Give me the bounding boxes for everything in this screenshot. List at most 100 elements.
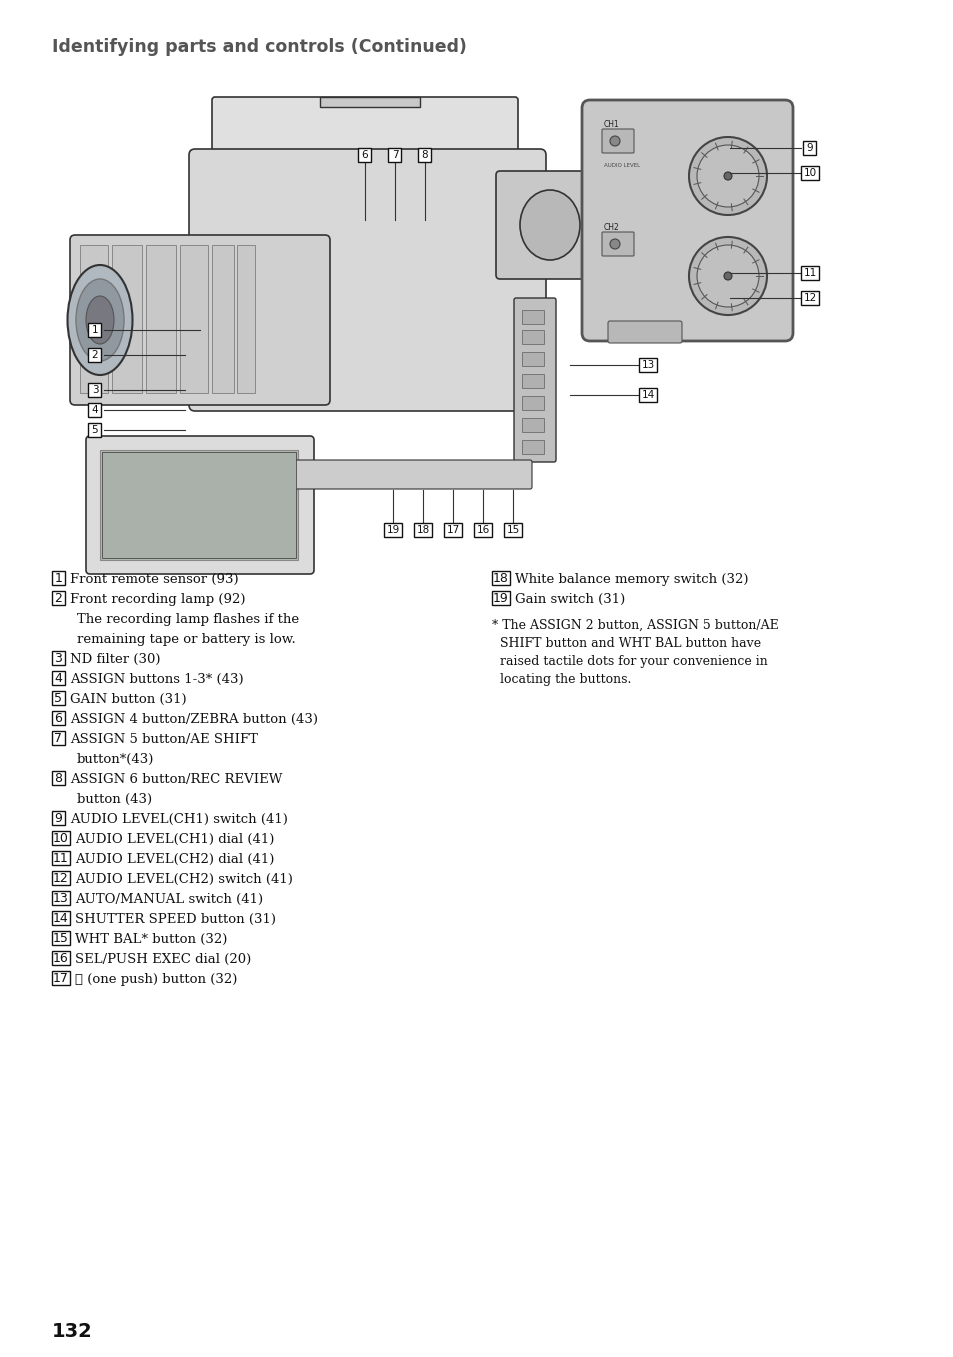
- Ellipse shape: [688, 137, 766, 214]
- Text: 13: 13: [640, 360, 654, 370]
- FancyBboxPatch shape: [52, 691, 65, 706]
- Text: 14: 14: [53, 912, 69, 924]
- Text: AUDIO LEVEL(CH1) switch (41): AUDIO LEVEL(CH1) switch (41): [70, 813, 288, 826]
- FancyBboxPatch shape: [607, 322, 681, 343]
- Text: White balance memory switch (32): White balance memory switch (32): [515, 573, 748, 586]
- Text: 4: 4: [54, 672, 62, 684]
- FancyBboxPatch shape: [189, 149, 545, 411]
- Text: ASSIGN buttons 1-3* (43): ASSIGN buttons 1-3* (43): [70, 673, 243, 687]
- Text: 3: 3: [54, 651, 62, 665]
- Text: 11: 11: [53, 851, 69, 864]
- Text: 9: 9: [806, 142, 813, 153]
- Text: 2: 2: [54, 592, 62, 604]
- FancyBboxPatch shape: [89, 347, 101, 362]
- Bar: [521, 440, 543, 455]
- FancyBboxPatch shape: [581, 100, 792, 341]
- Bar: [521, 351, 543, 366]
- Text: 17: 17: [53, 972, 69, 984]
- Bar: [80, 246, 108, 394]
- Text: 10: 10: [802, 168, 816, 178]
- FancyBboxPatch shape: [639, 388, 657, 402]
- FancyBboxPatch shape: [388, 148, 401, 161]
- FancyBboxPatch shape: [89, 423, 101, 437]
- Text: 6: 6: [361, 151, 368, 160]
- FancyBboxPatch shape: [89, 323, 101, 337]
- Text: 14: 14: [640, 389, 654, 400]
- Text: CH2: CH2: [603, 223, 619, 232]
- Ellipse shape: [688, 237, 766, 315]
- FancyBboxPatch shape: [52, 811, 65, 825]
- FancyBboxPatch shape: [514, 299, 556, 461]
- Text: 8: 8: [421, 151, 428, 160]
- Bar: [236, 246, 254, 394]
- Text: * The ASSIGN 2 button, ASSIGN 5 button/AE: * The ASSIGN 2 button, ASSIGN 5 button/A…: [492, 619, 778, 632]
- Text: 6: 6: [54, 711, 62, 725]
- Text: Identifying parts and controls (Continued): Identifying parts and controls (Continue…: [52, 38, 466, 56]
- Text: 1: 1: [54, 571, 62, 585]
- Bar: [100, 451, 297, 560]
- Text: ④ (one push) button (32): ④ (one push) button (32): [75, 973, 237, 987]
- Bar: [146, 246, 175, 394]
- Text: 16: 16: [53, 951, 69, 965]
- FancyBboxPatch shape: [52, 771, 65, 784]
- FancyBboxPatch shape: [384, 522, 401, 537]
- Text: ND filter (30): ND filter (30): [70, 653, 160, 666]
- FancyBboxPatch shape: [52, 670, 65, 685]
- Text: button*(43): button*(43): [77, 753, 154, 765]
- Bar: [521, 309, 543, 324]
- FancyBboxPatch shape: [443, 522, 461, 537]
- FancyBboxPatch shape: [801, 166, 818, 180]
- Text: button (43): button (43): [77, 792, 152, 806]
- Bar: [212, 246, 233, 394]
- Ellipse shape: [723, 172, 731, 180]
- Text: 5: 5: [91, 425, 98, 436]
- Text: WHT BAL* button (32): WHT BAL* button (32): [75, 934, 227, 946]
- Text: 19: 19: [493, 592, 508, 604]
- FancyBboxPatch shape: [52, 830, 70, 845]
- Ellipse shape: [76, 280, 124, 361]
- Text: 15: 15: [53, 931, 69, 944]
- Ellipse shape: [697, 246, 759, 307]
- Bar: [521, 375, 543, 388]
- Text: AUTO◄: AUTO◄: [603, 237, 626, 242]
- FancyBboxPatch shape: [801, 290, 818, 305]
- Text: ASSIGN 6 button/REC REVIEW: ASSIGN 6 button/REC REVIEW: [70, 773, 282, 786]
- Text: MAN*: MAN*: [603, 248, 620, 254]
- FancyBboxPatch shape: [801, 266, 818, 280]
- Text: remaining tape or battery is low.: remaining tape or battery is low.: [77, 632, 295, 646]
- Ellipse shape: [519, 190, 579, 261]
- Text: AUDIO LEVEL(CH1) dial (41): AUDIO LEVEL(CH1) dial (41): [75, 833, 274, 845]
- Text: AUTO/MANUAL switch (41): AUTO/MANUAL switch (41): [75, 893, 263, 906]
- FancyBboxPatch shape: [503, 522, 521, 537]
- FancyBboxPatch shape: [52, 651, 65, 665]
- Text: SEL/PUSH EXEC dial (20): SEL/PUSH EXEC dial (20): [75, 953, 251, 966]
- FancyBboxPatch shape: [639, 358, 657, 372]
- Text: 12: 12: [802, 293, 816, 303]
- FancyBboxPatch shape: [601, 232, 634, 256]
- Bar: [521, 396, 543, 410]
- Text: SHUTTER SPEED button (31): SHUTTER SPEED button (31): [75, 913, 275, 925]
- FancyBboxPatch shape: [418, 148, 431, 161]
- Ellipse shape: [723, 271, 731, 280]
- FancyBboxPatch shape: [474, 522, 492, 537]
- Text: GAIN button (31): GAIN button (31): [70, 693, 187, 706]
- Text: 3: 3: [91, 385, 98, 395]
- Text: ASSIGN 5 button/AE SHIFT: ASSIGN 5 button/AE SHIFT: [70, 733, 257, 746]
- Text: 132: 132: [52, 1322, 92, 1341]
- Text: 17: 17: [446, 525, 459, 535]
- Text: 12: 12: [53, 871, 69, 885]
- Ellipse shape: [68, 265, 132, 375]
- FancyBboxPatch shape: [52, 731, 65, 745]
- Bar: [521, 418, 543, 432]
- FancyBboxPatch shape: [89, 383, 101, 398]
- Ellipse shape: [609, 239, 619, 248]
- Bar: [521, 330, 543, 345]
- FancyBboxPatch shape: [52, 972, 70, 985]
- FancyBboxPatch shape: [492, 571, 510, 585]
- FancyBboxPatch shape: [414, 522, 432, 537]
- FancyBboxPatch shape: [52, 931, 70, 944]
- FancyBboxPatch shape: [52, 871, 70, 885]
- FancyBboxPatch shape: [802, 141, 816, 155]
- FancyBboxPatch shape: [492, 592, 510, 605]
- FancyBboxPatch shape: [89, 403, 101, 417]
